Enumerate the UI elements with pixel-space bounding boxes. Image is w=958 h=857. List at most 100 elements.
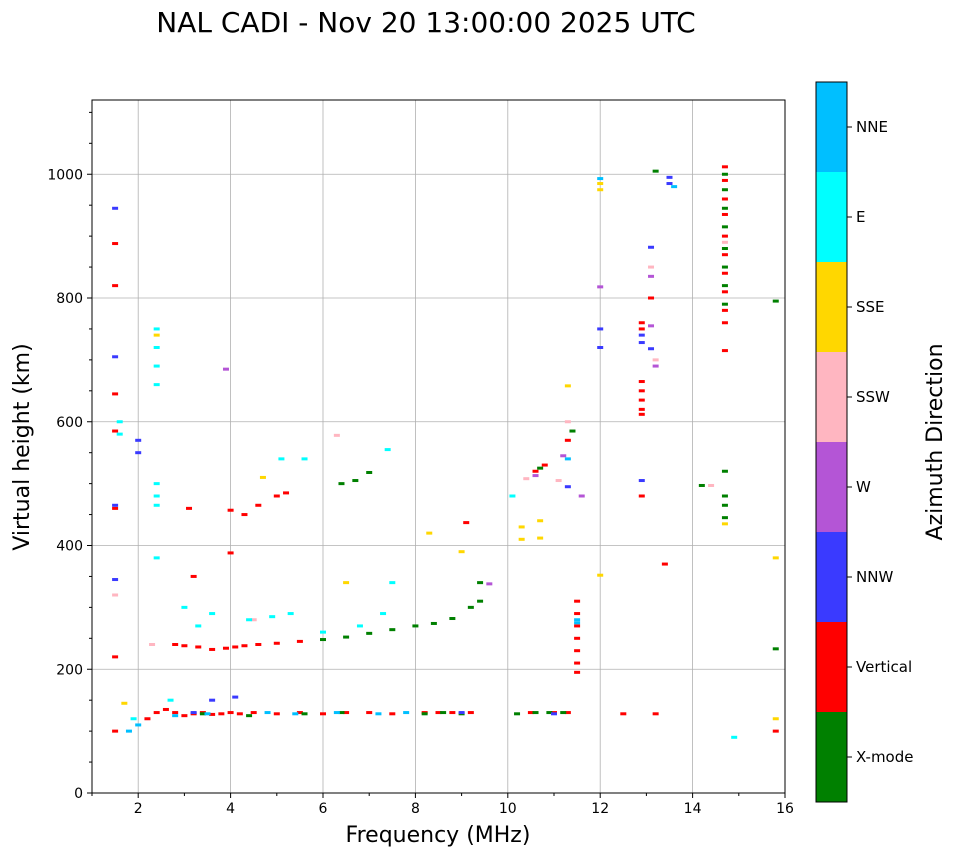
data-point-e [246,618,253,622]
chart-title: NAL CADI - Nov 20 13:00:00 2025 UTC [156,6,695,39]
data-point-x-mode [338,482,345,486]
x-tick-label: 4 [226,801,235,817]
data-point-vertical [227,711,234,715]
data-point-x-mode [477,599,484,603]
data-point-vertical [112,729,119,733]
data-point-x-mode [652,169,659,173]
axes [91,99,786,794]
data-point-vertical [162,707,169,711]
data-point-e [130,717,137,721]
data-point-x-mode [537,466,544,470]
data-point-vertical [343,711,350,715]
colorbar-label: Vertical [856,658,912,676]
data-point-sse [518,537,525,541]
data-point-e [509,494,516,498]
data-point-w [652,364,659,368]
data-point-ssw [523,477,530,481]
data-point-ssw [112,593,119,597]
data-point-vertical [574,670,581,674]
data-point-vertical [564,438,571,442]
data-point-x-mode [721,494,728,498]
data-point-nne [204,712,211,716]
data-point-vertical [721,197,728,201]
data-point-nnw [232,695,239,699]
data-point-x-mode [449,617,456,621]
data-point-nne [574,621,581,625]
data-point-vertical [652,712,659,716]
data-point-nne [597,177,604,181]
data-point-w [532,474,539,478]
data-point-vertical [250,711,257,715]
data-point-x-mode [560,711,567,715]
data-point-vertical [467,711,474,715]
data-point-vertical [190,574,197,578]
data-point-vertical [273,494,280,498]
data-point-sse [564,384,571,388]
data-point-nnw [135,451,142,455]
data-point-vertical [186,506,193,510]
data-point-vertical [574,636,581,640]
data-point-vertical [574,624,581,628]
data-point-e [153,327,160,331]
data-point-e [287,612,294,616]
data-point-ssw [333,433,340,437]
data-point-e [380,612,387,616]
data-point-x-mode [721,188,728,192]
x-axis-ticks: 2 4 6 8 10 12 14 16 [91,793,794,817]
data-point-sse [721,522,728,526]
data-point-vertical [144,717,151,721]
colorbar-swatch-nnw [816,532,847,622]
data-point-e [116,420,123,424]
data-point-vertical [721,308,728,312]
data-point-ssw [652,358,659,362]
data-point-ssw [564,420,571,424]
data-point-vertical [222,646,229,650]
data-point-vertical [527,711,534,715]
data-point-sse [597,188,604,192]
data-point-x-mode [246,714,253,718]
data-point-e [389,581,396,585]
data-point-e [153,364,160,368]
data-point-vertical [236,712,243,716]
data-point-x-mode [721,265,728,269]
data-point-nnw [638,479,645,483]
data-point-nne [264,711,271,715]
colorbar-frame [815,81,848,803]
data-point-x-mode [338,711,345,715]
data-point-vertical [112,655,119,659]
data-point-x-mode [477,581,484,585]
data-point-e [153,346,160,349]
data-point-vertical [273,641,280,645]
data-point-vertical [449,711,456,715]
data-point-vertical [638,494,645,498]
data-point-nnw [551,712,557,716]
data-point-e [153,556,160,560]
colorbar-label: NNE [856,118,888,136]
data-point-vertical [638,407,645,411]
data-point-vertical [112,392,119,396]
data-point-nne [403,711,410,715]
data-point-w [648,324,655,328]
data-point-nnw [638,333,645,337]
data-point-x-mode [546,711,553,715]
data-point-e [153,383,160,387]
data-point-nne [292,712,299,716]
x-tick-label: 2 [134,801,143,817]
data-point-w [486,582,493,586]
data-point-nne [135,723,142,727]
data-point-nnw [112,206,119,210]
data-point-nnw [112,503,119,507]
grid-lines [92,100,786,794]
data-point-vertical [574,612,581,616]
data-point-ssw [648,265,655,269]
data-point-x-mode [721,516,728,520]
data-points [112,165,779,739]
data-point-vertical [532,469,539,473]
plot-area [92,100,785,793]
data-point-vertical [218,712,225,716]
data-point-vertical [232,645,239,649]
data-point-vertical [721,321,728,325]
data-point-vertical [209,712,216,716]
data-point-e [356,624,363,628]
data-point-nnw [112,578,119,582]
